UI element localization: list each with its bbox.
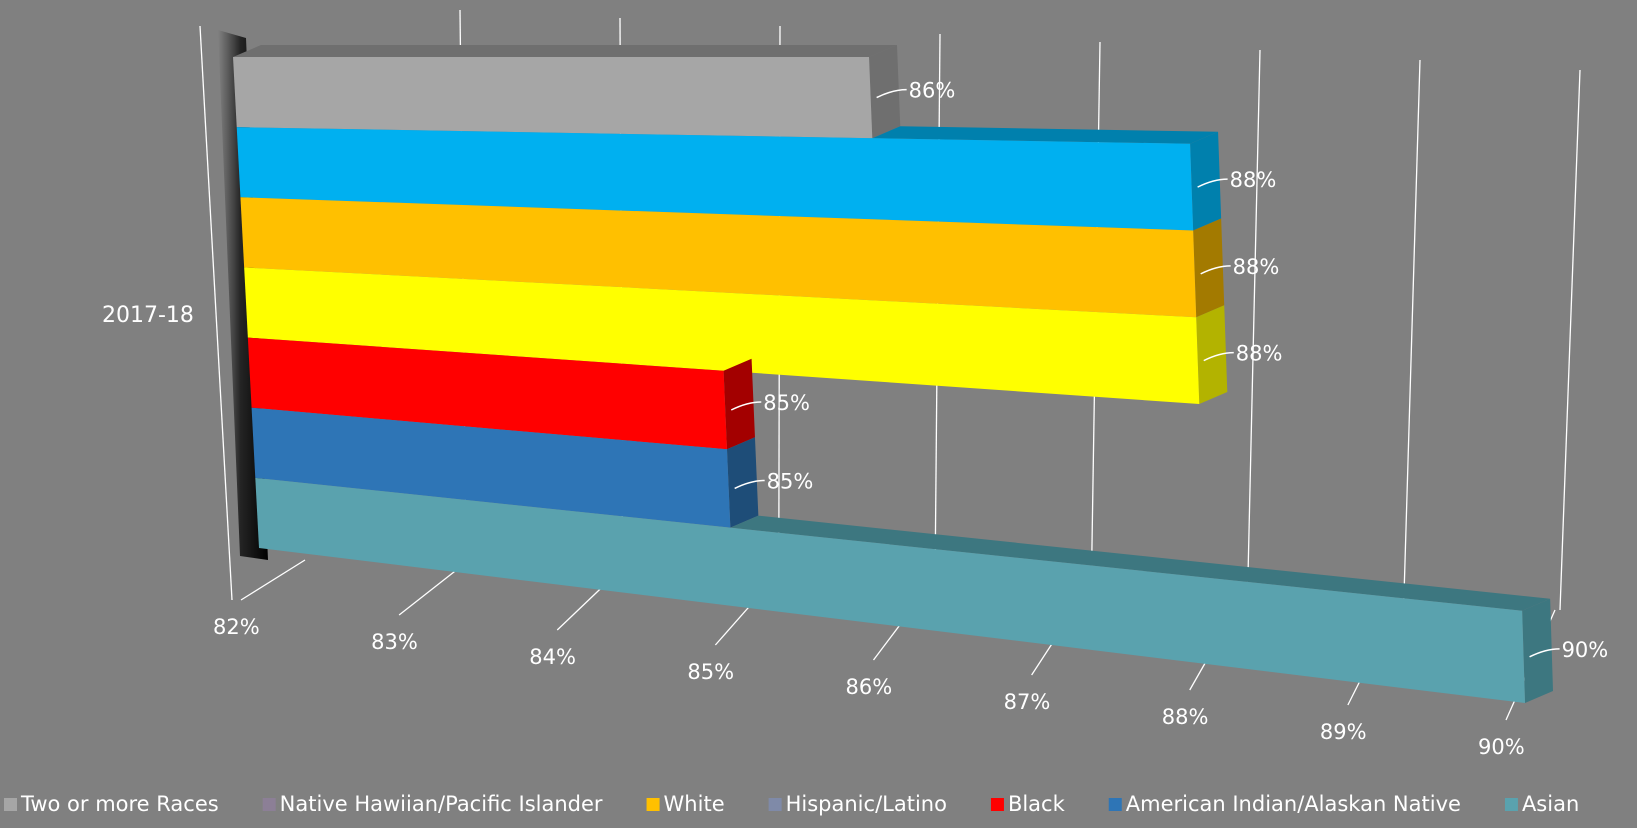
legend-swatch	[1504, 798, 1518, 811]
bar-end-face	[1190, 131, 1222, 231]
x-tick-label: 83%	[371, 630, 418, 654]
legend-entry: Native Hawiian/Pacific Islander	[280, 792, 603, 816]
label-leader-line	[1197, 178, 1228, 188]
x-tick-label: 82%	[213, 615, 260, 639]
bar	[244, 267, 1200, 404]
bar	[247, 337, 727, 450]
bar-end-face	[1193, 218, 1225, 318]
data-label: 85%	[767, 469, 814, 493]
x-tick-label: 88%	[1162, 705, 1209, 729]
legend-entry: Black	[1008, 792, 1066, 816]
label-leader-line	[1203, 351, 1234, 362]
data-labels: 86% 88% 88% 88% 85% 85% 90%	[730, 79, 1609, 662]
gridline	[1403, 59, 1421, 604]
data-label: 86%	[909, 79, 956, 103]
legend-entry: Hispanic/Latino	[786, 792, 947, 816]
label-leader-line	[876, 88, 907, 99]
bar-end-face	[869, 45, 901, 139]
data-label: 88%	[1233, 255, 1280, 279]
data-label: 88%	[1230, 168, 1277, 192]
bar	[240, 197, 1197, 318]
legend-swatch	[1108, 798, 1122, 811]
bar	[255, 477, 1525, 703]
bar-end-face	[723, 358, 755, 450]
bar-series	[233, 45, 1553, 703]
legend-entry: Two or more Races	[20, 792, 219, 816]
x-tick-label: 87%	[1004, 690, 1051, 714]
bar	[233, 57, 873, 139]
legend-swatch	[4, 798, 17, 811]
legend-swatch	[646, 798, 660, 811]
back-wall-edge	[199, 25, 233, 601]
bar	[236, 127, 1194, 231]
bar-top-face	[730, 515, 1551, 611]
x-axis-tick-labels: 82% 83% 84% 85% 86% 87% 88% 89% 90%	[213, 615, 1525, 759]
x-tick-label: 90%	[1478, 735, 1525, 759]
bar-top-face	[233, 45, 897, 57]
bar-top-face	[872, 126, 1219, 144]
x-tick-label: 84%	[529, 645, 576, 669]
floor-line	[240, 559, 306, 601]
legend-entry: White	[664, 792, 725, 816]
data-label: 85%	[763, 391, 810, 415]
data-label: 90%	[1562, 638, 1609, 662]
gridline	[1246, 49, 1261, 598]
bar	[251, 407, 731, 528]
label-leader-line	[1200, 265, 1231, 275]
data-label: 88%	[1236, 342, 1283, 366]
gridline	[1559, 69, 1581, 611]
bar-end-face	[726, 437, 759, 528]
category-label: 2017-18	[102, 303, 194, 328]
legend: Two or more Races Native Hawiian/Pacific …	[4, 792, 1579, 816]
label-leader-line	[734, 479, 765, 490]
x-tick-label: 85%	[687, 660, 734, 684]
legend-swatch	[262, 798, 276, 811]
legend-entry: American Indian/Alaskan Native	[1126, 792, 1461, 816]
label-leader-line	[730, 401, 762, 411]
legend-swatch	[990, 798, 1004, 811]
bar-end-face	[1522, 598, 1553, 703]
legend-entry: Asian	[1522, 792, 1579, 816]
floor-line	[398, 565, 462, 616]
label-leader-line	[1529, 648, 1560, 658]
bar-end-face	[1196, 305, 1228, 404]
x-tick-label: 89%	[1320, 720, 1367, 744]
legend-swatch	[768, 798, 782, 811]
x-tick-label: 86%	[846, 675, 893, 699]
